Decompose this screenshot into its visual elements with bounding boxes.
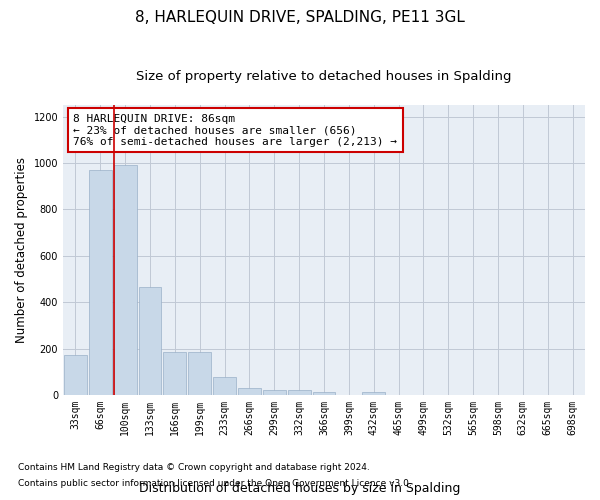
Bar (238, 388, 261, 395)
Text: Distribution of detached houses by size in Spalding: Distribution of detached houses by size … (139, 482, 461, 495)
Text: 8, HARLEQUIN DRIVE, SPALDING, PE11 3GL: 8, HARLEQUIN DRIVE, SPALDING, PE11 3GL (135, 10, 465, 25)
Text: Contains public sector information licensed under the Open Government Licence v3: Contains public sector information licen… (18, 478, 412, 488)
Bar (213, 378, 236, 395)
Bar (139, 287, 161, 395)
Bar (362, 392, 385, 395)
Bar (313, 392, 335, 395)
Y-axis label: Number of detached properties: Number of detached properties (15, 157, 28, 343)
Bar (114, 166, 137, 395)
Text: 8 HARLEQUIN DRIVE: 86sqm
← 23% of detached houses are smaller (656)
76% of semi-: 8 HARLEQUIN DRIVE: 86sqm ← 23% of detach… (73, 114, 397, 147)
Bar (188, 352, 211, 395)
Bar (163, 352, 187, 395)
Bar (288, 390, 311, 395)
Bar (64, 356, 87, 395)
Bar (263, 390, 286, 395)
Text: Contains HM Land Registry data © Crown copyright and database right 2024.: Contains HM Land Registry data © Crown c… (18, 464, 370, 472)
Title: Size of property relative to detached houses in Spalding: Size of property relative to detached ho… (136, 70, 512, 83)
Bar (89, 170, 112, 395)
